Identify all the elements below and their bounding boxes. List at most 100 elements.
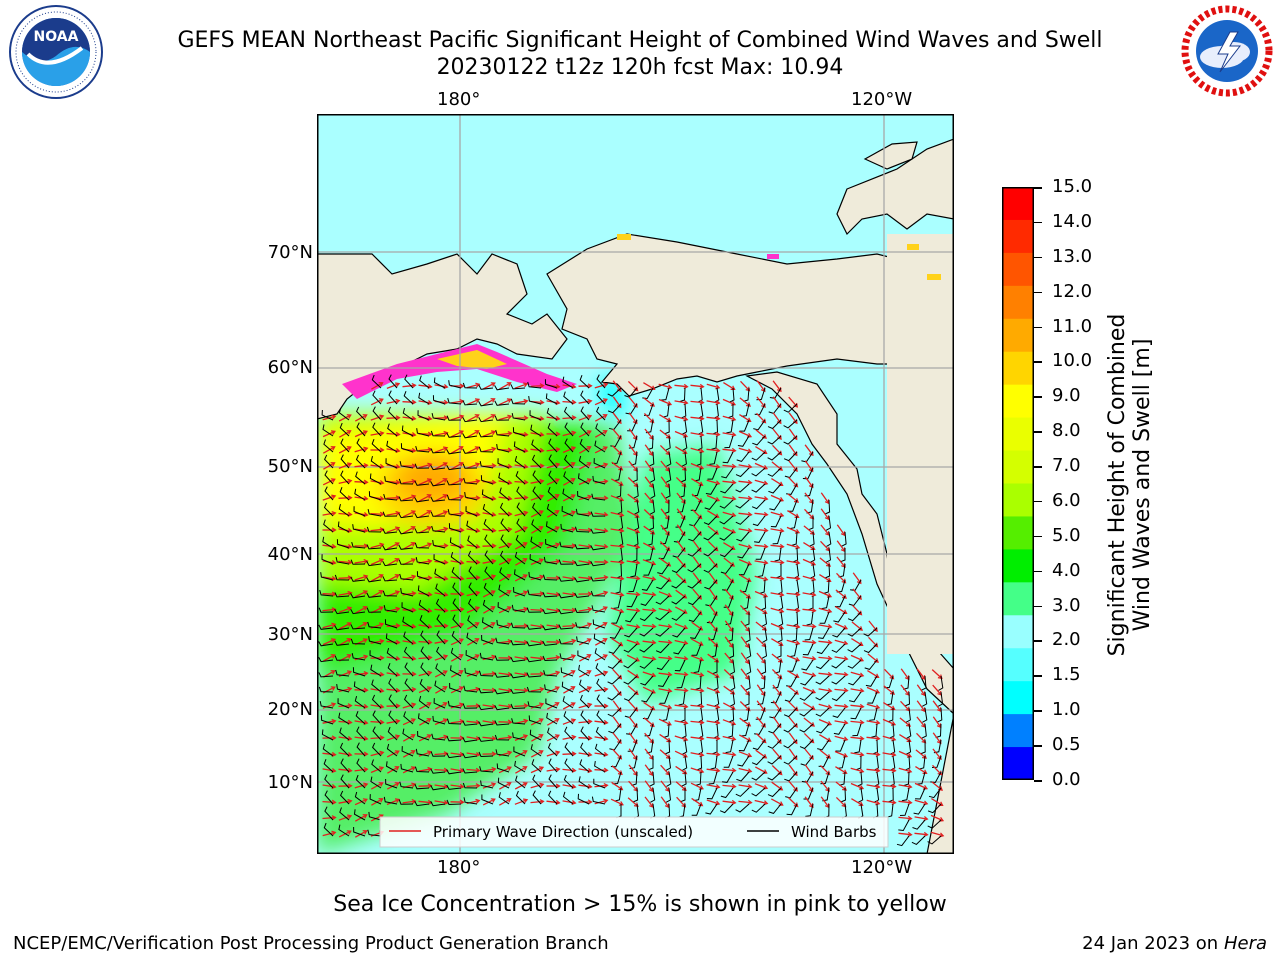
wind-barb — [751, 499, 766, 510]
wind-barb — [673, 643, 686, 655]
wave-direction-arrow — [578, 752, 592, 756]
wave-direction-arrowhead — [650, 705, 656, 711]
colorbar-segment — [1002, 318, 1034, 353]
wave-direction-arrowhead — [843, 703, 849, 709]
wind-barb — [398, 559, 414, 565]
wind-barb — [722, 771, 734, 783]
wave-direction-arrowhead — [666, 737, 672, 743]
wind-barb — [515, 775, 526, 789]
credit-producer: NCEP/EMC/Verification Post Processing Pr… — [13, 933, 609, 954]
wind-barb — [623, 691, 638, 702]
wind-barb — [889, 723, 895, 739]
wave-direction-arrow — [690, 384, 704, 388]
wind-barb — [401, 746, 414, 757]
wave-direction-arrow — [514, 526, 528, 534]
wind-barb — [631, 771, 638, 786]
wind-barb — [854, 739, 862, 754]
wind-barb — [728, 707, 735, 723]
wave-direction-arrowhead — [427, 670, 433, 676]
wave-direction-arrow — [370, 558, 384, 566]
wave-direction-arrowhead — [682, 769, 688, 775]
wave-direction-arrowhead — [442, 670, 448, 675]
wind-barb — [383, 493, 398, 501]
wave-direction-arrowhead — [459, 783, 465, 790]
wind-barb — [481, 617, 494, 629]
wave-direction-arrow — [482, 575, 496, 581]
wave-direction-arrow — [402, 800, 416, 804]
wind-barb — [355, 454, 366, 469]
wind-barb — [542, 574, 558, 581]
wave-direction-arrowhead — [347, 590, 353, 596]
wind-barb — [419, 615, 430, 629]
wave-direction-arrow — [658, 703, 672, 709]
wave-direction-arrowhead — [587, 799, 593, 805]
wind-barb — [366, 526, 382, 533]
wind-barb — [449, 665, 462, 677]
wave-direction-arrow — [724, 604, 734, 616]
wave-direction-arrowhead — [554, 686, 560, 691]
wave-direction-arrowhead — [762, 626, 768, 631]
wave-direction-arrow — [723, 685, 735, 695]
wave-direction-arrow — [578, 703, 592, 709]
wind-barb — [650, 483, 656, 499]
wind-barb — [815, 675, 830, 685]
wave-direction-arrow — [772, 684, 782, 696]
wave-direction-arrowhead — [920, 691, 926, 697]
wave-direction-arrow — [836, 524, 846, 536]
wind-barb — [547, 486, 558, 501]
wave-direction-arrow — [498, 398, 512, 406]
wave-direction-arrow — [371, 382, 383, 390]
wind-barb — [704, 499, 718, 510]
wind-barb — [728, 643, 735, 659]
wind-barb — [760, 659, 767, 675]
wave-direction-arrowhead — [747, 511, 753, 517]
wave-direction-arrow — [386, 382, 400, 390]
wave-direction-arrowhead — [842, 594, 848, 599]
wind-barb — [607, 387, 622, 397]
wave-direction-arrowhead — [794, 528, 801, 534]
wind-barb — [414, 513, 430, 519]
wave-direction-arrow — [818, 624, 832, 628]
wind-barb — [417, 585, 430, 597]
wind-barb — [810, 563, 816, 579]
wind-barb — [382, 545, 398, 551]
wind-barb — [848, 595, 862, 607]
wave-field-3to4m-east — [607, 444, 757, 704]
wind-barb — [751, 771, 766, 781]
wave-direction-arrow — [562, 654, 576, 662]
wave-direction-arrow — [707, 637, 719, 647]
wind-barb — [623, 675, 638, 685]
wave-direction-arrow — [466, 591, 480, 597]
wind-barb — [815, 707, 830, 717]
wave-direction-arrow — [690, 462, 704, 470]
wind-barb — [513, 586, 526, 597]
wind-barb — [494, 400, 510, 406]
wave-direction-arrow — [642, 671, 656, 677]
wind-barb — [499, 487, 510, 501]
wind-barb — [618, 531, 624, 547]
wind-barb — [574, 607, 590, 614]
wind-barb — [526, 641, 542, 647]
wind-barb — [548, 438, 558, 453]
wave-direction-arrow — [322, 768, 336, 772]
chart-subtitle: 20230122 t12z 120h fcst Max: 10.94 — [436, 55, 844, 80]
wave-direction-arrow — [338, 462, 352, 470]
wave-direction-arrowhead — [458, 638, 464, 643]
wave-direction-arrowhead — [603, 575, 609, 581]
wind-barb — [800, 675, 814, 686]
wave-direction-arrowhead — [538, 526, 544, 531]
wave-direction-arrow — [722, 480, 736, 484]
wave-direction-arrow — [675, 461, 687, 471]
wave-direction-arrowhead — [506, 766, 512, 771]
wind-barb — [463, 477, 478, 485]
wind-barb — [338, 503, 350, 517]
wind-barb — [386, 743, 398, 757]
wave-direction-arrow — [770, 576, 784, 580]
wind-barb — [818, 627, 830, 639]
wave-direction-arrow — [722, 719, 736, 725]
wind-barb — [529, 729, 542, 741]
wave-direction-arrow — [562, 784, 576, 788]
wind-barb — [840, 787, 847, 803]
colorbar-tick-label: 8.0 — [1052, 420, 1081, 442]
wave-direction-arrowhead — [587, 719, 593, 725]
